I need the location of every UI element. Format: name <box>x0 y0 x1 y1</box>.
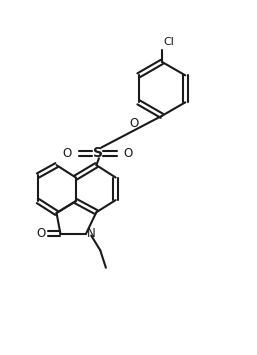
Text: S: S <box>93 146 103 159</box>
Text: Cl: Cl <box>163 37 174 47</box>
Text: O: O <box>123 147 133 160</box>
Text: O: O <box>129 117 138 130</box>
Text: O: O <box>37 227 46 240</box>
Text: O: O <box>63 147 72 160</box>
Text: N: N <box>87 227 96 240</box>
